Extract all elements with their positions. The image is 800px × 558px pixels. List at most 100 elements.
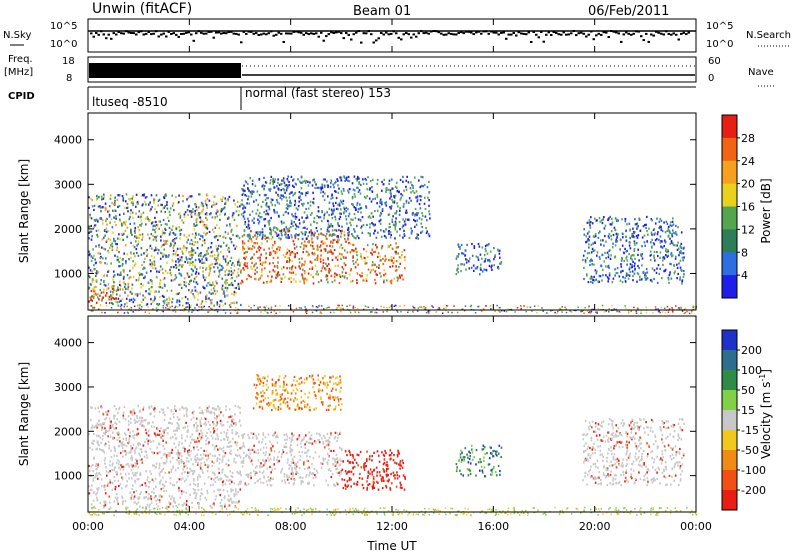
heatmap-cell [203, 287, 205, 289]
colorbar-swatch [722, 184, 737, 207]
heatmap-cell [597, 280, 599, 282]
heatmap-cell [257, 209, 259, 211]
heatmap-cell [490, 308, 492, 310]
heatmap-cell [236, 245, 238, 247]
freq-tick-bottom: 8 [66, 73, 72, 84]
heatmap-cell [156, 307, 158, 309]
heatmap-cell [125, 221, 127, 223]
heatmap-cell [276, 232, 278, 234]
heatmap-cell [131, 299, 133, 301]
heatmap-cell [233, 422, 235, 424]
heatmap-cell [352, 203, 354, 205]
nsky-tick-top-right: 10^5 [706, 21, 733, 32]
heatmap-cell [630, 271, 632, 273]
heatmap-cell [366, 207, 368, 209]
heatmap-cell [345, 272, 347, 274]
heatmap-cell [337, 184, 339, 186]
heatmap-cell [372, 216, 374, 218]
heatmap-cell [183, 502, 185, 504]
heatmap-cell [400, 179, 402, 181]
heatmap-cell [163, 300, 165, 302]
heatmap-cell [124, 207, 126, 209]
heatmap-cell [403, 233, 405, 235]
heatmap-cell [415, 208, 417, 210]
heatmap-cell [330, 312, 332, 314]
heatmap-cell [233, 482, 235, 484]
heatmap-cell [416, 236, 418, 238]
heatmap-cell [307, 202, 309, 204]
heatmap-cell [286, 267, 288, 269]
heatmap-cell [190, 436, 192, 438]
heatmap-cell [520, 308, 522, 310]
heatmap-cell [131, 253, 133, 255]
heatmap-cell [612, 243, 614, 245]
nsky-mark [213, 37, 216, 39]
heatmap-cell [350, 281, 352, 283]
colorbar-swatch [722, 115, 737, 138]
heatmap-cell [328, 230, 330, 232]
heatmap-cell [184, 277, 186, 279]
heatmap-cell [676, 264, 678, 266]
heatmap-cell [166, 460, 168, 462]
heatmap-cell [186, 504, 188, 506]
heatmap-cell [311, 234, 313, 236]
heatmap-cell [588, 231, 590, 233]
heatmap-cell [602, 305, 604, 307]
heatmap-cell [139, 274, 141, 276]
heatmap-cell [634, 273, 636, 275]
heatmap-cell [307, 191, 309, 193]
heatmap-cell [598, 308, 600, 310]
heatmap-cell [390, 231, 392, 233]
heatmap-cell [248, 203, 250, 205]
heatmap-cell [166, 490, 168, 492]
heatmap-cell [151, 233, 153, 235]
heatmap-cell [176, 430, 178, 432]
nsky-mark [163, 33, 166, 35]
heatmap-cell [122, 478, 124, 480]
heatmap-cell [151, 425, 153, 427]
heatmap-cell [198, 255, 200, 257]
heatmap-cell [231, 241, 233, 243]
heatmap-cell [419, 217, 421, 219]
heatmap-cell [349, 213, 351, 215]
heatmap-cell [151, 206, 153, 208]
heatmap-cell [145, 482, 147, 484]
heatmap-cell [200, 467, 202, 469]
heatmap-cell [242, 249, 244, 251]
heatmap-cell [301, 231, 303, 233]
heatmap-cell [357, 235, 359, 237]
heatmap-cell [118, 445, 120, 447]
heatmap-cell [177, 254, 179, 256]
heatmap-cell [183, 427, 185, 429]
heatmap-cell [125, 485, 127, 487]
heatmap-cell [559, 308, 561, 310]
heatmap-cell [398, 191, 400, 193]
heatmap-cell [163, 311, 165, 313]
heatmap-cell [223, 236, 225, 238]
heatmap-cell [252, 245, 254, 247]
heatmap-cell [106, 224, 108, 226]
heatmap-cell [404, 305, 406, 307]
heatmap-cell [425, 227, 427, 229]
heatmap-cell [202, 300, 204, 302]
heatmap-cell [314, 181, 316, 183]
heatmap-cell [320, 311, 322, 313]
heatmap-cell [456, 269, 458, 271]
heatmap-cell [112, 489, 114, 491]
heatmap-cell [200, 458, 202, 460]
heatmap-cell [200, 423, 202, 425]
heatmap-cell [124, 306, 126, 308]
heatmap-cell [218, 258, 220, 260]
heatmap-cell [112, 279, 114, 281]
heatmap-cell [212, 472, 214, 474]
heatmap-cell [301, 217, 303, 219]
heatmap-cell [236, 276, 238, 278]
heatmap-cell [130, 445, 132, 447]
heatmap-cell [224, 438, 226, 440]
heatmap-cell [246, 278, 248, 280]
heatmap-cell [614, 268, 616, 270]
heatmap-cell [352, 197, 354, 199]
heatmap-cell [335, 218, 337, 220]
heatmap-cell [336, 241, 338, 243]
heatmap-cell [112, 303, 114, 305]
